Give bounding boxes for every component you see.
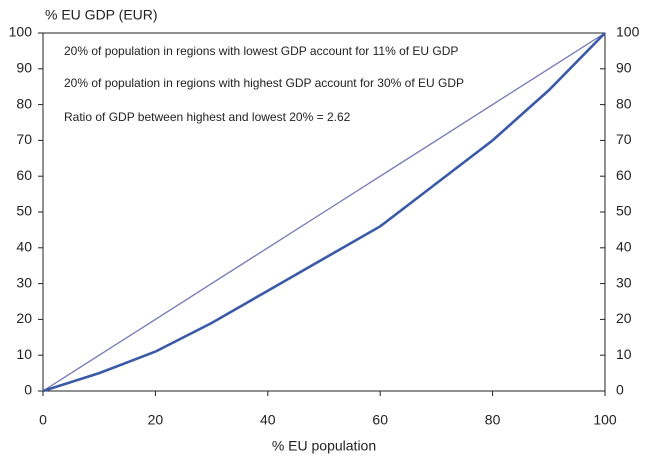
x-tick-label: 100 [593, 412, 617, 428]
y-tick-label: 0 [24, 382, 32, 398]
y2-tick-label: 60 [616, 167, 632, 183]
y2-tick-label: 0 [616, 382, 624, 398]
y2-tick-label: 90 [616, 60, 632, 76]
y-axis-label: % EU GDP (EUR) [45, 7, 158, 23]
y-tick-label: 30 [16, 274, 32, 290]
annotation: 20% of population in regions with highes… [64, 76, 464, 90]
y-tick-label: 60 [16, 167, 32, 183]
x-tick-label: 80 [485, 412, 501, 428]
x-tick-label: 60 [372, 412, 388, 428]
series-line [42, 32, 606, 392]
y-tick-label: 80 [16, 95, 32, 111]
y-tick-label: 20 [16, 310, 32, 326]
x-axis-label: % EU population [272, 438, 376, 454]
y-tick-label: 70 [16, 131, 32, 147]
y-tick-label: 50 [16, 203, 32, 219]
x-tick-label: 0 [39, 412, 47, 428]
y-tick-label: 90 [16, 60, 32, 76]
y2-tick-label: 50 [616, 203, 632, 219]
y2-tick-label: 80 [616, 95, 632, 111]
series-line [42, 32, 606, 393]
x-tick-label: 40 [260, 412, 276, 428]
x-tick-label: 20 [148, 412, 164, 428]
y2-tick-label: 70 [616, 131, 632, 147]
y-tick-label: 10 [16, 346, 32, 362]
annotation: Ratio of GDP between highest and lowest … [64, 110, 351, 124]
annotation: 20% of population in regions with lowest… [64, 44, 458, 58]
y2-tick-label: 30 [616, 274, 632, 290]
y-tick-label: 40 [16, 239, 32, 255]
y-tick-label: 100 [9, 24, 33, 40]
y2-tick-label: 10 [616, 346, 632, 362]
y2-tick-label: 100 [616, 24, 640, 40]
y2-tick-label: 40 [616, 239, 632, 255]
y2-tick-label: 20 [616, 310, 632, 326]
